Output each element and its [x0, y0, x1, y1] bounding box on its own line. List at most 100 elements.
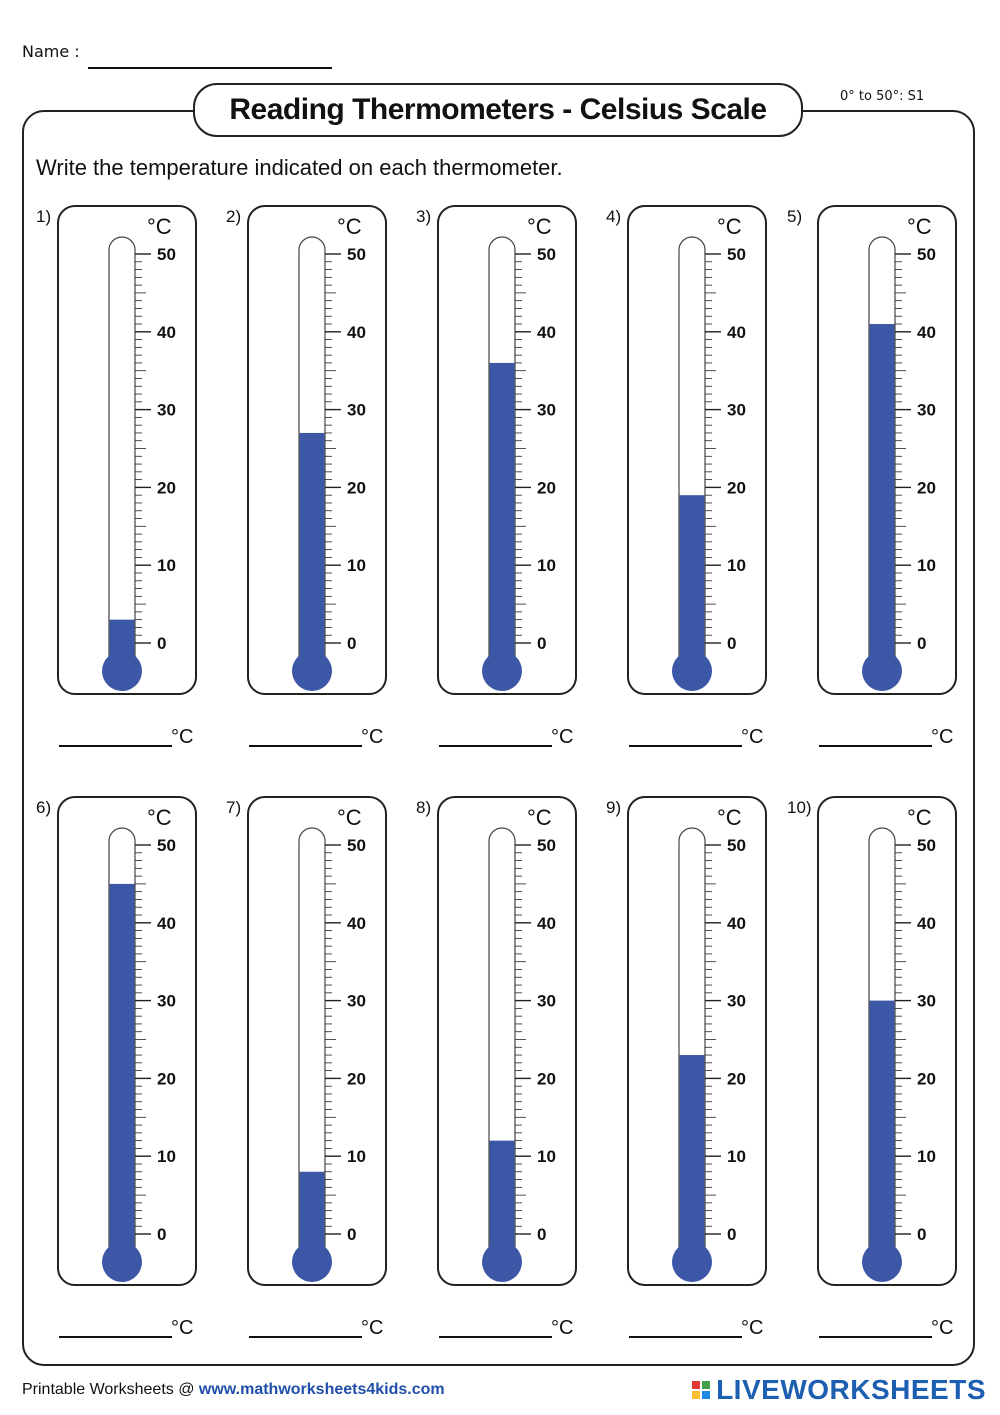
answer-unit-label: °C [551, 1317, 574, 1339]
question-number: 10) [787, 798, 812, 817]
thermometer-icon: °C 50 40 30 20 10 0 [862, 214, 936, 691]
answer-input-line[interactable] [59, 745, 172, 747]
scale-label: 0 [157, 634, 166, 653]
scale-label: 20 [727, 1069, 746, 1088]
thermometer-icon: °C 50 40 30 20 10 0 [482, 214, 556, 691]
scale-label: 50 [157, 836, 176, 855]
scale-label: 10 [727, 1147, 746, 1166]
scale-label: 40 [537, 323, 556, 342]
name-label: Name : [22, 42, 80, 61]
footer-text: Printable Worksheets @ [22, 1381, 199, 1398]
answer-unit-label: °C [551, 726, 574, 748]
answer-unit-label: °C [931, 726, 954, 748]
scale-label: 20 [537, 1069, 556, 1088]
scale-label: 30 [347, 401, 366, 420]
scale-label: 30 [917, 992, 936, 1011]
thermometer-card: °C 50 40 30 20 10 0 [57, 205, 197, 695]
scale-label: 50 [917, 245, 936, 264]
thermometer-icon: °C 50 40 30 20 10 0 [292, 214, 366, 691]
scale-label: 20 [917, 1069, 936, 1088]
scale-label: 10 [347, 556, 366, 575]
thermometer-card: °C 50 40 30 20 10 0 [627, 796, 767, 1286]
scale-label: 20 [347, 1069, 366, 1088]
scale-label: 30 [917, 401, 936, 420]
answer-input-line[interactable] [249, 745, 362, 747]
mercury-column [869, 1000, 895, 1262]
scale-label: 0 [347, 634, 356, 653]
scale-label: 50 [157, 245, 176, 264]
scale-label: 40 [347, 323, 366, 342]
thermometer-tube [108, 236, 136, 672]
answer-input-line[interactable] [629, 1336, 742, 1338]
worksheet-title: Reading Thermometers - Celsius Scale [193, 83, 803, 137]
scale-label: 40 [537, 914, 556, 933]
answer-input-line[interactable] [819, 745, 932, 747]
thermometer-card: °C 50 40 30 20 10 0 [247, 205, 387, 695]
answer-unit-label: °C [741, 1317, 764, 1339]
answer-input-line[interactable] [819, 1336, 932, 1338]
logo-square [702, 1381, 711, 1389]
footer-credit: Printable Worksheets @ www.mathworksheet… [22, 1381, 445, 1399]
logo-square [702, 1391, 711, 1399]
answer-unit-label: °C [741, 726, 764, 748]
question-number: 1) [36, 207, 52, 226]
thermometer-icon: °C 50 40 30 20 10 0 [292, 805, 366, 1282]
scale-label: 10 [917, 1147, 936, 1166]
liveworksheets-logo-icon [692, 1381, 711, 1399]
thermometer-bulb [672, 1242, 712, 1282]
thermometer-card: °C 50 40 30 20 10 0 [437, 205, 577, 695]
footer-url-link[interactable]: www.mathworksheets4kids.com [198, 1381, 445, 1398]
answer-input-line[interactable] [629, 745, 742, 747]
logo-square [692, 1391, 701, 1399]
thermometer-bulb [862, 1242, 902, 1282]
scale-label: 0 [537, 634, 546, 653]
thermometer-bulb [482, 651, 522, 691]
scale-label: 50 [537, 836, 556, 855]
thermometer-bulb [102, 1242, 142, 1282]
thermometer-card: °C 50 40 30 20 10 0 [627, 205, 767, 695]
thermometer-card: °C 50 40 30 20 10 0 [247, 796, 387, 1286]
scale-label: 50 [917, 836, 936, 855]
answer-input-line[interactable] [439, 745, 552, 747]
thermometer-icon: °C 50 40 30 20 10 0 [672, 214, 746, 691]
answer-input-line[interactable] [439, 1336, 552, 1338]
scale-label: 10 [537, 556, 556, 575]
unit-label: °C [907, 805, 932, 830]
scale-label: 40 [917, 323, 936, 342]
question-number: 4) [606, 207, 622, 226]
thermometer-card: °C 50 40 30 20 10 0 [437, 796, 577, 1286]
mercury-column [679, 1055, 705, 1262]
scale-label: 50 [347, 836, 366, 855]
thermometer-bulb [862, 651, 902, 691]
scale-label: 30 [537, 992, 556, 1011]
scale-label: 30 [157, 992, 176, 1011]
scale-label: 40 [917, 914, 936, 933]
unit-label: °C [337, 214, 362, 239]
thermometer-icon: °C 50 40 30 20 10 0 [482, 805, 556, 1282]
unit-label: °C [147, 805, 172, 830]
answer-unit-label: °C [361, 1317, 384, 1339]
scale-label: 10 [727, 556, 746, 575]
name-input-line[interactable] [88, 67, 332, 69]
unit-label: °C [527, 214, 552, 239]
liveworksheets-brand[interactable]: LIVEWORKSHEETS [692, 1374, 986, 1406]
question-number: 7) [226, 798, 242, 817]
mercury-column [299, 432, 325, 671]
question-number: 5) [787, 207, 803, 226]
scale-label: 20 [537, 478, 556, 497]
scale-label: 0 [347, 1225, 356, 1244]
thermometer-icon: °C 50 40 30 20 10 0 [102, 214, 176, 691]
answer-unit-label: °C [361, 726, 384, 748]
scale-label: 20 [157, 478, 176, 497]
answer-unit-label: °C [171, 726, 194, 748]
unit-label: °C [527, 805, 552, 830]
scale-label: 40 [727, 914, 746, 933]
mercury-column [869, 324, 895, 671]
scale-label: 10 [917, 556, 936, 575]
answer-input-line[interactable] [59, 1336, 172, 1338]
question-number: 2) [226, 207, 242, 226]
answer-input-line[interactable] [249, 1336, 362, 1338]
answer-unit-label: °C [931, 1317, 954, 1339]
answer-unit-label: °C [171, 1317, 194, 1339]
scale-label: 10 [347, 1147, 366, 1166]
